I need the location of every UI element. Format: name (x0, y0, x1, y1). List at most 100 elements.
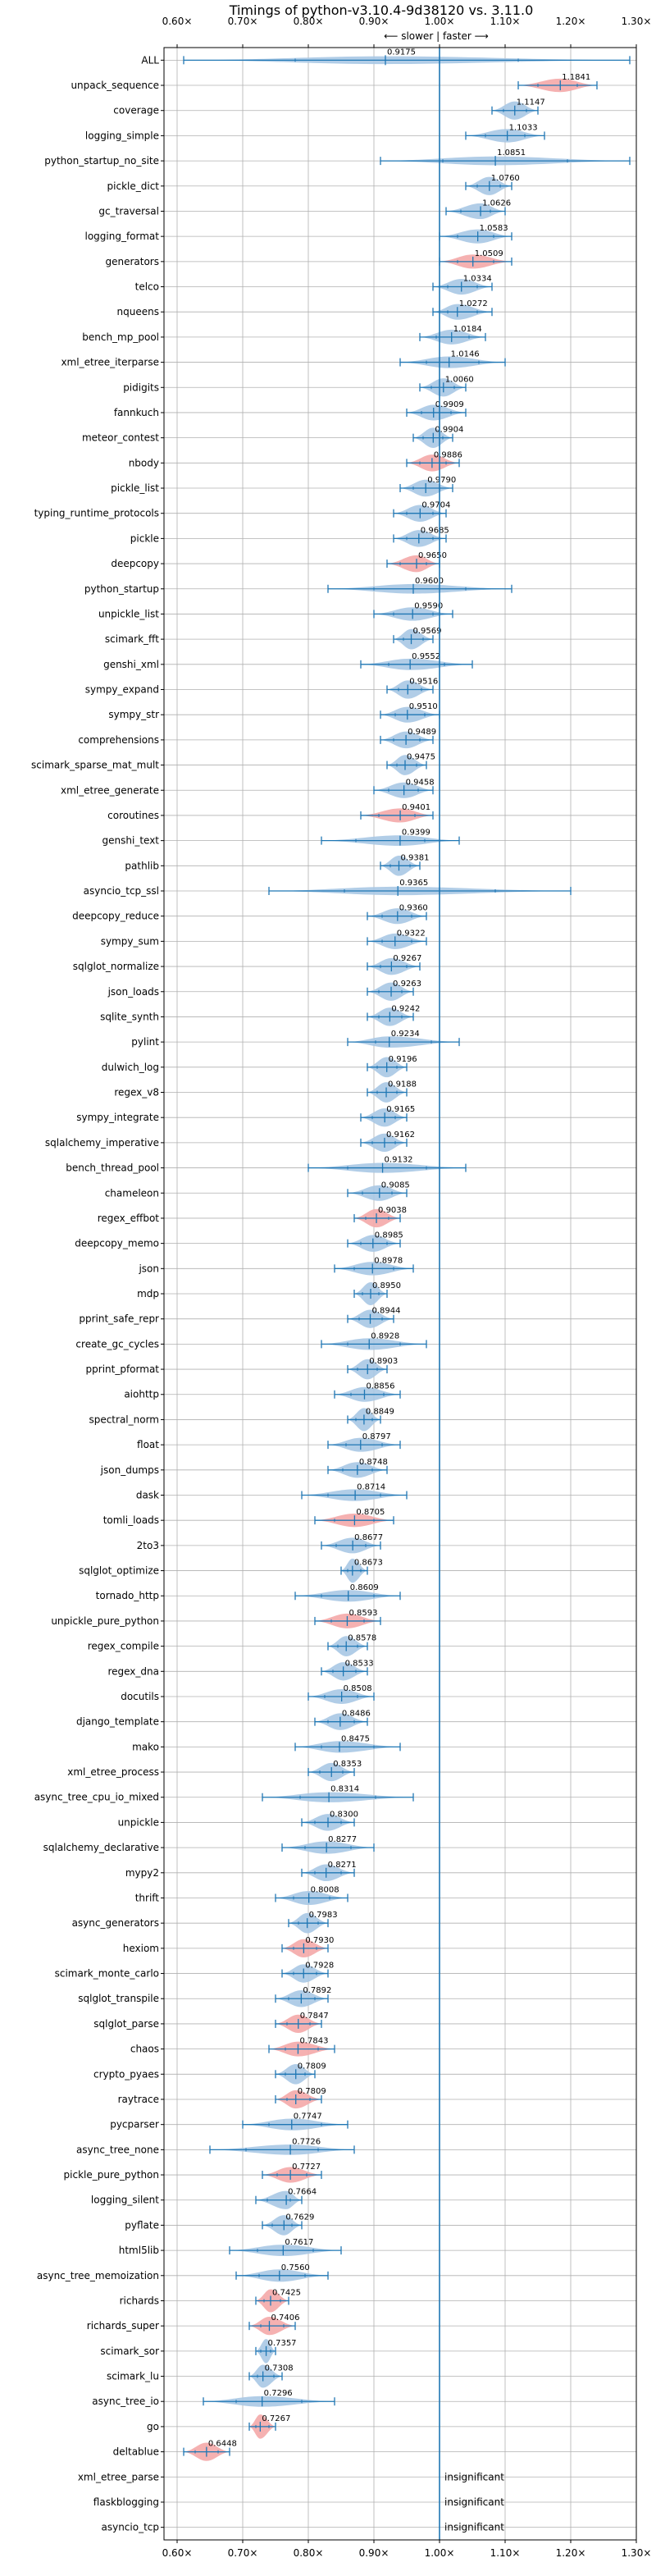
row-label: dask (136, 1489, 159, 1500)
value-label: 0.8677 (354, 1533, 383, 1542)
row-nqueens: nqueens 1.0272 (117, 299, 493, 320)
value-label: 0.8609 (350, 1583, 379, 1592)
row-pickle_dict: pickle_dict 1.0760 (107, 174, 520, 195)
row-generators: generators 1.0509 (105, 249, 512, 269)
row-pyflate: pyflate 0.7629 (125, 2213, 314, 2236)
row-dask: dask 0.8714 (136, 1482, 408, 1501)
row-label: xml_etree_generate (61, 784, 159, 796)
row-label: pprint_pformat (86, 1363, 160, 1375)
row-sympy_expand: sympy_expand 0.9516 (85, 678, 438, 699)
row-python_startup_no_site: python_startup_no_site 1.0851 (44, 148, 631, 167)
value-label: 0.7747 (294, 2112, 322, 2122)
row-label: richards_super (87, 2320, 159, 2332)
row-chameleon: chameleon 0.9085 (105, 1181, 410, 1201)
row-label: pylint (131, 1036, 159, 1048)
row-unpickle_pure_python: unpickle_pure_python 0.8593 (51, 1609, 381, 1628)
row-xml_etree_generate: xml_etree_generate 0.9458 (61, 778, 435, 798)
x-axis-bottom: 0.60× 0.70× 0.80× 0.90× 1.00× 1.10× 1.20× 1.30× (162, 2540, 651, 2559)
value-label: 0.9165 (386, 1105, 415, 1114)
value-label: 0.8533 (345, 1659, 374, 1668)
value-label: 0.7357 (268, 2339, 297, 2348)
x-tick-label-top: 0.80× (294, 16, 324, 27)
row-comprehensions: comprehensions 0.9489 (78, 728, 436, 749)
row-asyncio_tcp_ssl: asyncio_tcp_ssl 0.9365 (84, 879, 572, 897)
value-label: 1.0146 (451, 350, 480, 359)
row-label: sqlalchemy_declarative (43, 1842, 159, 1853)
row-label: regex_effbot (98, 1213, 160, 1224)
value-label: 0.9909 (435, 400, 464, 409)
row-label: regex_v8 (114, 1087, 159, 1098)
row-label: hexiom (123, 1943, 159, 1954)
value-label: 0.8486 (342, 1710, 371, 1719)
row-python_startup: python_startup 0.9600 (84, 577, 512, 595)
value-label: 0.7809 (298, 2062, 326, 2071)
value-label: 0.9600 (415, 577, 444, 586)
row-label: deepcopy_reduce (72, 911, 159, 922)
value-label: 0.8944 (372, 1307, 401, 1316)
value-label: 0.9360 (399, 904, 428, 913)
value-label: 0.9038 (378, 1206, 407, 1215)
row-ALL: ALL 0.9175 (141, 48, 631, 66)
row-bench_mp_pool: bench_mp_pool 1.0184 (82, 325, 486, 345)
value-label: 0.8985 (375, 1231, 403, 1240)
row-sympy_sum: sympy_sum 0.9322 (101, 929, 427, 949)
row-label: python_startup (84, 583, 159, 595)
value-label: 0.9399 (402, 829, 430, 838)
row-label: unpickle_list (98, 608, 159, 619)
row-aiohttp: aiohttp 0.8856 (124, 1382, 401, 1402)
row-mdp: mdp 0.8950 (137, 1281, 401, 1305)
row-label: pickle_dict (107, 180, 160, 192)
row-label: xml_etree_process (67, 1766, 159, 1778)
value-label: 0.9569 (413, 627, 442, 636)
row-label: docutils (121, 1691, 159, 1702)
direction-separator: | (436, 30, 440, 42)
grid (164, 48, 637, 2540)
row-pathlib: pathlib 0.9381 (125, 853, 429, 876)
row-label: telco (135, 281, 159, 293)
value-label: 1.0184 (453, 325, 482, 334)
row-label: sqlalchemy_imperative (45, 1137, 159, 1149)
value-label: 0.8714 (357, 1482, 385, 1491)
row-label: fannkuch (114, 407, 159, 418)
row-label: nqueens (117, 306, 159, 317)
row-label: deepcopy_memo (75, 1238, 159, 1249)
row-flaskblogging: flaskblogging insignificant (93, 2496, 504, 2508)
value-label: 0.8300 (330, 1810, 358, 1819)
value-label: 0.8849 (366, 1407, 394, 1416)
value-label: 0.7617 (285, 2238, 313, 2247)
row-dulwich_log: dulwich_log 0.9196 (102, 1055, 417, 1078)
row-typing_runtime_protocols: typing_runtime_protocols 0.9704 (34, 501, 450, 522)
row-label: coverage (113, 105, 159, 116)
row-unpack_sequence: unpack_sequence 1.1841 (71, 73, 598, 93)
value-label: 1.1033 (509, 123, 538, 132)
row-xml_etree_parse: xml_etree_parse insignificant (78, 2471, 504, 2482)
value-label: 0.8578 (348, 1634, 376, 1643)
row-create_gc_cycles: create_gc_cycles 0.8928 (75, 1331, 427, 1350)
plot-frame (163, 47, 637, 2541)
row-async_tree_cpu_io_mixed: async_tree_cpu_io_mixed 0.8314 (34, 1785, 414, 1803)
row-deepcopy_memo: deepcopy_memo 0.8985 (75, 1231, 403, 1252)
row-label: json_dumps (100, 1464, 159, 1476)
row-label: async_generators (72, 1917, 159, 1929)
row-label: async_tree_io (92, 2396, 159, 2407)
row-meteor_contest: meteor_contest 0.9904 (82, 426, 463, 448)
row-label: asyncio_tcp (101, 2522, 159, 2533)
row-label: ALL (141, 54, 159, 66)
row-scimark_sparse_mat_mult: scimark_sparse_mat_mult 0.9475 (31, 753, 435, 775)
row-float: float 0.8797 (137, 1432, 401, 1452)
row-label: logging_simple (85, 130, 159, 141)
row-label: thrift (135, 1892, 160, 1903)
row-label: create_gc_cycles (75, 1338, 159, 1350)
value-label: 0.8705 (356, 1508, 385, 1517)
row-label: xml_etree_iterparse (61, 357, 159, 368)
row-label: pyflate (125, 2219, 159, 2231)
value-label: 0.7308 (265, 2364, 294, 2373)
value-label: 0.9650 (418, 551, 447, 560)
insignificant-note: insignificant (444, 2522, 504, 2533)
row-chaos: chaos 0.7843 (130, 2037, 335, 2057)
row-label: sympy_integrate (76, 1112, 159, 1123)
row-async_generators: async_generators 0.7983 (72, 1911, 338, 1934)
row-regex_v8: regex_v8 0.9188 (114, 1080, 417, 1103)
value-label: 1.0851 (497, 148, 526, 158)
